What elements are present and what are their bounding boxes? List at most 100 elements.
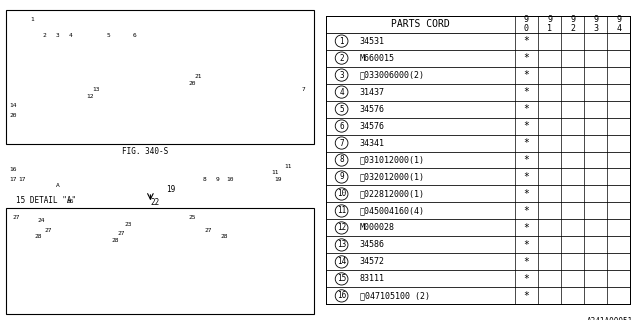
Text: *: * <box>524 274 529 284</box>
Bar <box>326 203 630 220</box>
Text: Ⓦ033006000(2): Ⓦ033006000(2) <box>360 71 425 80</box>
Bar <box>326 16 630 33</box>
Text: 20: 20 <box>9 113 17 118</box>
Text: 10: 10 <box>337 189 346 198</box>
Bar <box>326 287 630 304</box>
Bar <box>326 84 630 100</box>
Text: 9
0: 9 0 <box>524 15 529 33</box>
Text: 16: 16 <box>337 292 346 300</box>
Text: 11: 11 <box>284 164 292 169</box>
Bar <box>326 50 630 67</box>
Text: 9
1: 9 1 <box>547 15 552 33</box>
Circle shape <box>335 120 348 132</box>
Text: 13: 13 <box>92 87 100 92</box>
Text: FIG. 340-S: FIG. 340-S <box>122 147 168 156</box>
Text: *: * <box>524 240 529 250</box>
Circle shape <box>335 188 348 200</box>
Text: *: * <box>524 155 529 165</box>
Text: 3: 3 <box>339 71 344 80</box>
Text: 21: 21 <box>195 74 202 79</box>
Text: 6: 6 <box>132 33 136 38</box>
Text: 13: 13 <box>337 240 346 249</box>
Text: 19: 19 <box>166 185 175 194</box>
Circle shape <box>335 290 348 302</box>
Text: 17: 17 <box>19 177 26 182</box>
Text: A: A <box>56 183 60 188</box>
Bar <box>326 33 630 50</box>
Circle shape <box>335 171 348 183</box>
Text: 9
3: 9 3 <box>593 15 598 33</box>
Text: *: * <box>524 121 529 131</box>
Text: Ⓢ047105100 (2): Ⓢ047105100 (2) <box>360 292 430 300</box>
Text: 23: 23 <box>124 221 132 227</box>
Bar <box>326 134 630 151</box>
Text: 27: 27 <box>204 228 212 233</box>
Text: 12: 12 <box>337 223 346 232</box>
Bar <box>326 117 630 134</box>
Text: 15: 15 <box>337 275 346 284</box>
Text: Ⓝ022812000(1): Ⓝ022812000(1) <box>360 189 425 198</box>
Bar <box>326 100 630 117</box>
Text: 34572: 34572 <box>360 257 385 267</box>
Text: 34576: 34576 <box>360 105 385 114</box>
Text: 31437: 31437 <box>360 88 385 97</box>
Text: 4: 4 <box>339 88 344 97</box>
Text: 16: 16 <box>67 199 74 204</box>
Text: 5: 5 <box>107 33 111 38</box>
Text: 24: 24 <box>38 218 45 223</box>
FancyBboxPatch shape <box>6 10 314 144</box>
Text: 7: 7 <box>302 87 306 92</box>
Circle shape <box>335 273 348 285</box>
Text: 28: 28 <box>220 234 228 239</box>
Text: 1: 1 <box>30 17 34 22</box>
Text: *: * <box>524 257 529 267</box>
FancyBboxPatch shape <box>6 208 314 314</box>
Text: *: * <box>524 291 529 301</box>
Circle shape <box>335 205 348 217</box>
Text: Ⓦ031012000(1): Ⓦ031012000(1) <box>360 156 425 164</box>
Text: Ⓢ045004160(4): Ⓢ045004160(4) <box>360 206 425 215</box>
Circle shape <box>335 239 348 251</box>
Text: 25: 25 <box>188 215 196 220</box>
Text: 6: 6 <box>339 122 344 131</box>
Circle shape <box>335 137 348 149</box>
Text: 9
4: 9 4 <box>616 15 621 33</box>
Circle shape <box>335 154 348 166</box>
Text: 4: 4 <box>68 33 72 38</box>
Text: 34341: 34341 <box>360 139 385 148</box>
Text: *: * <box>524 70 529 80</box>
Bar <box>326 270 630 287</box>
Text: 20: 20 <box>188 81 196 86</box>
Circle shape <box>335 222 348 234</box>
Text: 28: 28 <box>35 234 42 239</box>
Circle shape <box>335 69 348 81</box>
Text: 16: 16 <box>9 167 17 172</box>
Text: *: * <box>524 223 529 233</box>
Text: 27: 27 <box>118 231 125 236</box>
Text: 34586: 34586 <box>360 240 385 249</box>
Circle shape <box>335 103 348 115</box>
Bar <box>326 151 630 169</box>
Text: 7: 7 <box>339 139 344 148</box>
Circle shape <box>335 86 348 98</box>
Text: 19: 19 <box>275 177 282 182</box>
Text: 5: 5 <box>339 105 344 114</box>
Text: 27: 27 <box>44 228 52 233</box>
Text: M660015: M660015 <box>360 53 395 63</box>
Text: *: * <box>524 189 529 199</box>
Bar <box>326 186 630 203</box>
Text: *: * <box>524 206 529 216</box>
Text: 22: 22 <box>150 198 159 207</box>
Text: *: * <box>524 87 529 97</box>
Text: 27: 27 <box>12 215 20 220</box>
Text: *: * <box>524 104 529 114</box>
Text: 17: 17 <box>9 177 17 182</box>
Text: 12: 12 <box>86 93 93 99</box>
Text: 9: 9 <box>216 177 220 182</box>
Circle shape <box>335 52 348 64</box>
Text: 28: 28 <box>111 237 119 243</box>
Text: *: * <box>524 138 529 148</box>
Text: 11: 11 <box>271 170 279 175</box>
Text: *: * <box>524 53 529 63</box>
Text: 14: 14 <box>9 103 17 108</box>
